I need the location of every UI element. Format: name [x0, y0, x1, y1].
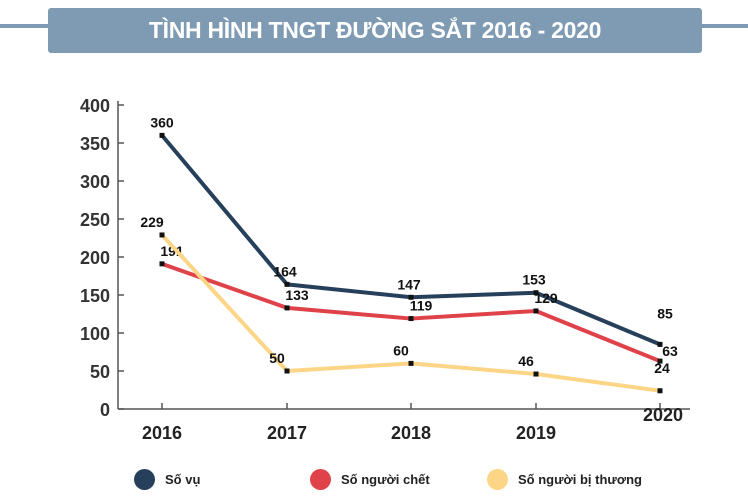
- x-tick-label: 2018: [391, 423, 431, 443]
- data-label: 63: [662, 343, 678, 359]
- data-label: 153: [522, 272, 546, 288]
- data-label: 24: [654, 360, 670, 376]
- data-point: [533, 308, 539, 314]
- data-label: 46: [518, 353, 534, 369]
- data-point: [657, 388, 663, 394]
- data-point: [284, 281, 290, 287]
- y-tick-label: 400: [80, 96, 110, 116]
- data-label: 60: [393, 342, 409, 358]
- data-label: 129: [534, 290, 558, 306]
- y-tick-label: 0: [100, 400, 110, 420]
- legend-label: Số vụ: [165, 472, 201, 487]
- legend-item: Số người chết: [310, 469, 430, 490]
- title-banner: TÌNH HÌNH TNGT ĐƯỜNG SẮT 2016 - 2020: [48, 8, 702, 53]
- y-tick-label: 200: [80, 248, 110, 268]
- x-tick-label: 2020: [643, 405, 683, 425]
- data-label: 229: [140, 214, 164, 230]
- legend-swatch: [487, 469, 508, 490]
- x-tick-label: 2019: [516, 423, 556, 443]
- data-point: [533, 371, 539, 377]
- y-tick-label: 250: [80, 210, 110, 230]
- legend-swatch: [310, 469, 331, 490]
- data-label: 360: [150, 114, 174, 130]
- legend-label: Số người chết: [341, 472, 430, 487]
- data-label: 133: [285, 287, 309, 303]
- data-point: [159, 132, 165, 138]
- legend-item: Số người bị thương: [487, 469, 642, 490]
- data-label: 164: [273, 263, 297, 279]
- legend-item: Số vụ: [134, 469, 200, 490]
- data-point: [284, 368, 290, 374]
- data-point: [159, 261, 165, 267]
- chart-title: TÌNH HÌNH TNGT ĐƯỜNG SẮT 2016 - 2020: [148, 17, 602, 43]
- y-tick-label: 50: [90, 362, 110, 382]
- data-point: [408, 360, 414, 366]
- y-tick-label: 150: [80, 286, 110, 306]
- data-point: [533, 290, 539, 296]
- legend-label: Số người bị thương: [518, 472, 642, 487]
- legend-swatch: [134, 469, 155, 490]
- data-label: 119: [410, 298, 433, 314]
- data-label: 50: [269, 350, 285, 366]
- plot-area: 0 50 100 150 200 250 300 350 400 2016 2017 2018 2019…: [80, 96, 690, 443]
- data-label: 147: [397, 276, 421, 292]
- x-tick-label: 2017: [267, 423, 307, 443]
- y-tick-label: 100: [80, 324, 110, 344]
- y-tick-label: 300: [80, 172, 110, 192]
- data-point: [408, 316, 414, 322]
- y-tick-label: 350: [80, 134, 110, 154]
- title-rule-left: [0, 24, 50, 28]
- x-tick-label: 2016: [142, 423, 182, 443]
- data-label: 85: [657, 305, 673, 321]
- data-point: [284, 305, 290, 311]
- data-point: [159, 232, 165, 238]
- title-rule-right: [700, 24, 748, 28]
- data-point: [657, 358, 663, 364]
- data-point: [408, 294, 414, 300]
- data-point: [657, 341, 663, 347]
